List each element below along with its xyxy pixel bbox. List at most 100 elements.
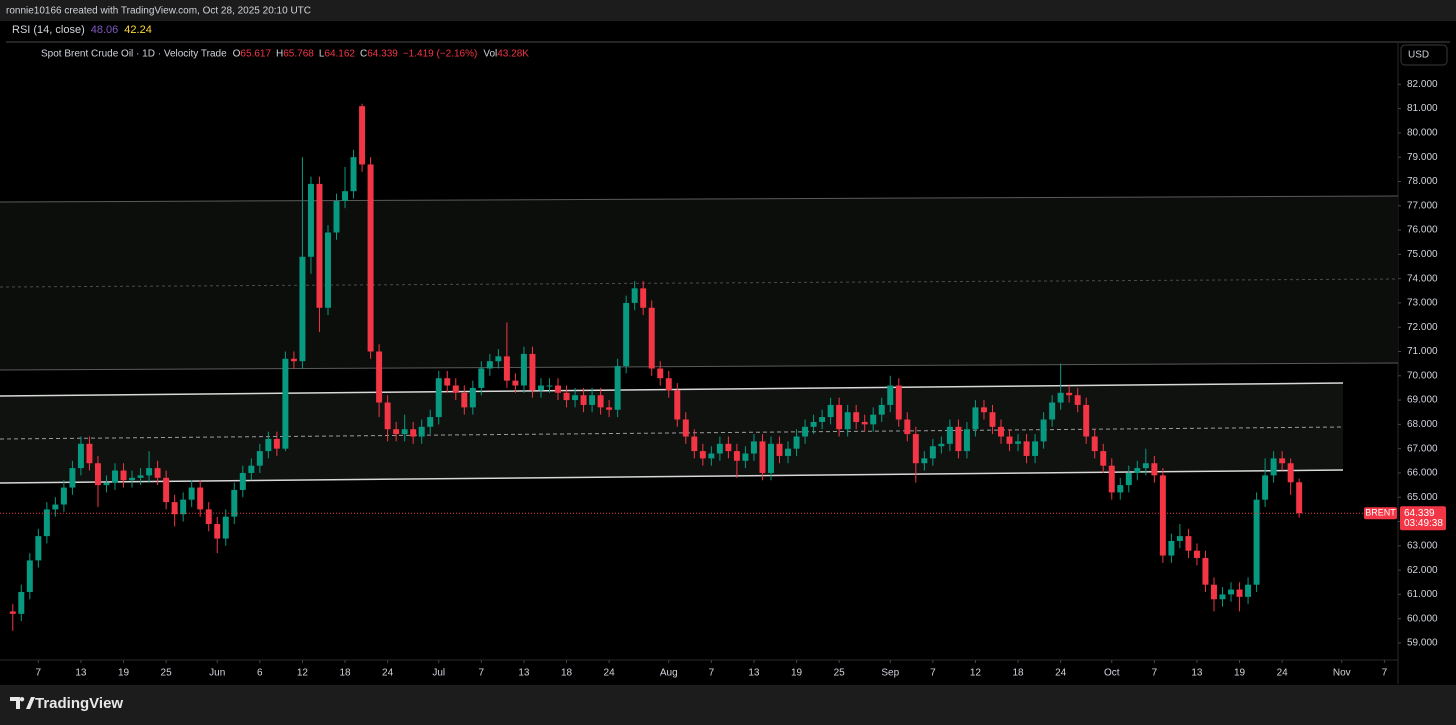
x-tick-label: 7 [36,668,42,679]
candle-body [980,407,987,413]
candle-body [759,441,766,473]
candle-body [486,361,493,369]
x-tick-label: 12 [970,668,982,679]
candle-body [290,358,297,362]
candle-body [1083,404,1090,437]
legend-volume: 43.28K [497,49,529,60]
currency-box[interactable] [1400,44,1448,66]
candle-body [1006,436,1013,444]
y-tick-label: 59.000 [1407,638,1438,649]
candle-body [1108,465,1115,493]
candle-body [376,351,383,403]
candle-body [1023,441,1030,456]
candle-body [180,499,187,515]
legend-value: 65.768 [283,49,314,60]
brand: TradingView [35,695,123,712]
candle-body [1117,485,1124,493]
price-tag [1364,507,1397,520]
channel-line [0,469,1344,484]
candle-body [768,443,774,473]
candle-body [1100,451,1107,466]
footer-bar [0,685,1456,725]
candle-body [69,468,76,488]
candle-body [512,380,519,386]
candle-body [733,451,740,461]
candle-body [1142,463,1149,469]
candle-body [427,417,434,427]
candle-body [478,368,485,388]
candle-body [1185,536,1192,551]
upper-zone [0,196,1398,370]
candle-body [1262,475,1269,500]
y-tick-label: 70.000 [1407,370,1438,381]
candle-body [563,392,570,401]
candle-body [273,438,280,449]
y-tick-label: 79.000 [1407,152,1438,163]
x-tick-label: 19 [791,668,803,679]
y-tick-label: 65.000 [1407,492,1438,503]
candle-body [580,395,587,405]
candle-body [495,356,502,362]
candle-body [827,404,834,418]
candle-body [802,426,809,437]
candle-body [435,378,442,418]
candle-body [205,509,212,524]
y-tick-label: 80.000 [1407,128,1438,139]
x-tick-label: 24 [604,668,616,679]
candle-body [785,448,792,456]
candle-body [452,385,459,393]
candle-body [1193,550,1200,558]
candle-body [1066,392,1073,396]
candle-body [1074,395,1081,405]
indicator-name: RSI (14, close) [12,24,85,36]
candle-body [665,378,672,391]
legend-change: −1.419 (−2.16%) [403,49,478,60]
candle-body [248,465,255,473]
candle-body [410,429,417,437]
y-tick-label: 60.000 [1407,613,1438,624]
price-box [1400,506,1446,531]
candle-body [895,385,902,420]
y-tick-label: 68.000 [1407,419,1438,430]
candle-body [299,256,306,362]
candle-body [1125,472,1132,486]
candle-body [1279,458,1286,464]
candle-body [359,106,366,165]
candle-body [699,451,706,459]
candle-body [316,183,323,308]
candle-body [623,302,630,367]
candle-body [137,475,144,478]
symbol: Spot Brent Crude Oil · 1D · Velocity Tra… [41,49,227,60]
candle-body [529,353,536,391]
candle-body [1168,540,1175,556]
y-tick-label: 66.000 [1407,468,1438,479]
candle-body [904,419,911,435]
candle-body [946,426,953,444]
candle-body [725,443,732,452]
candle-body [342,191,349,201]
candle-body [597,395,604,408]
candle-body [1253,499,1260,585]
candle-body [1245,584,1252,597]
candle-body [972,407,979,430]
candle-body [197,487,204,510]
x-tick-label: 24 [382,668,394,679]
candle-body [1134,468,1141,473]
candle-body [333,200,340,233]
legend-value: 64.162 [324,49,355,60]
currency[interactable]: USD [1408,50,1429,61]
candle-body [418,426,425,437]
candle-body [444,378,451,386]
indicator-value: 42.24 [124,24,152,36]
candle-body [819,417,826,422]
candle-body [912,434,919,464]
x-tick-label: 24 [1277,668,1289,679]
candle-body [1270,458,1277,476]
candle-body [793,436,800,449]
candle-body [120,470,127,481]
y-tick-label: 82.000 [1407,79,1438,90]
candle-body [546,385,553,387]
candle-body [35,536,42,561]
candle-body [188,487,195,500]
candle-body [103,482,110,486]
